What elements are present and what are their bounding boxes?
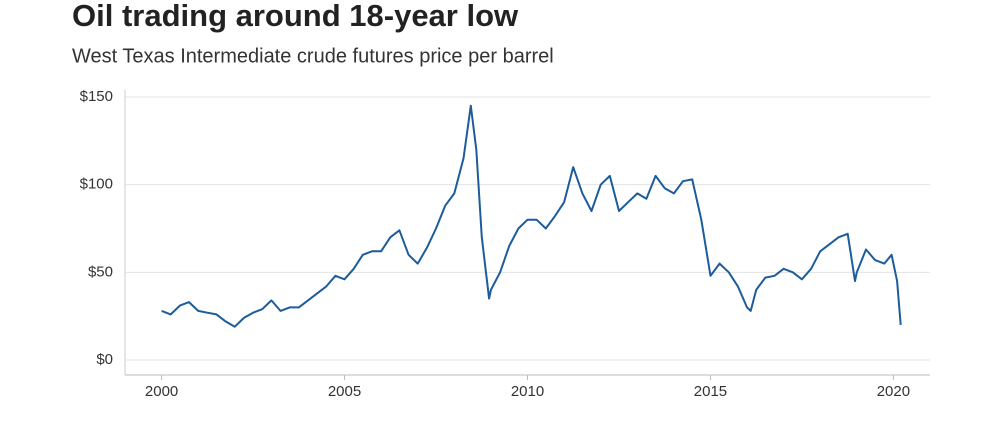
y-tick-label: $150	[80, 88, 113, 105]
x-tick-label: 2005	[328, 383, 361, 400]
chart-title: Oil trading around 18-year low	[72, 0, 519, 33]
x-tick-label: 2010	[511, 383, 544, 400]
chart-subtitle: West Texas Intermediate crude futures pr…	[72, 45, 554, 67]
y-tick-label: $0	[96, 351, 113, 368]
x-tick-label: 2015	[694, 383, 727, 400]
y-tick-label: $100	[80, 176, 113, 193]
price-line	[161, 104, 902, 328]
x-tick-label: 2000	[145, 383, 178, 400]
y-tick-label: $50	[88, 263, 113, 280]
x-tick-label: 2020	[877, 383, 910, 400]
